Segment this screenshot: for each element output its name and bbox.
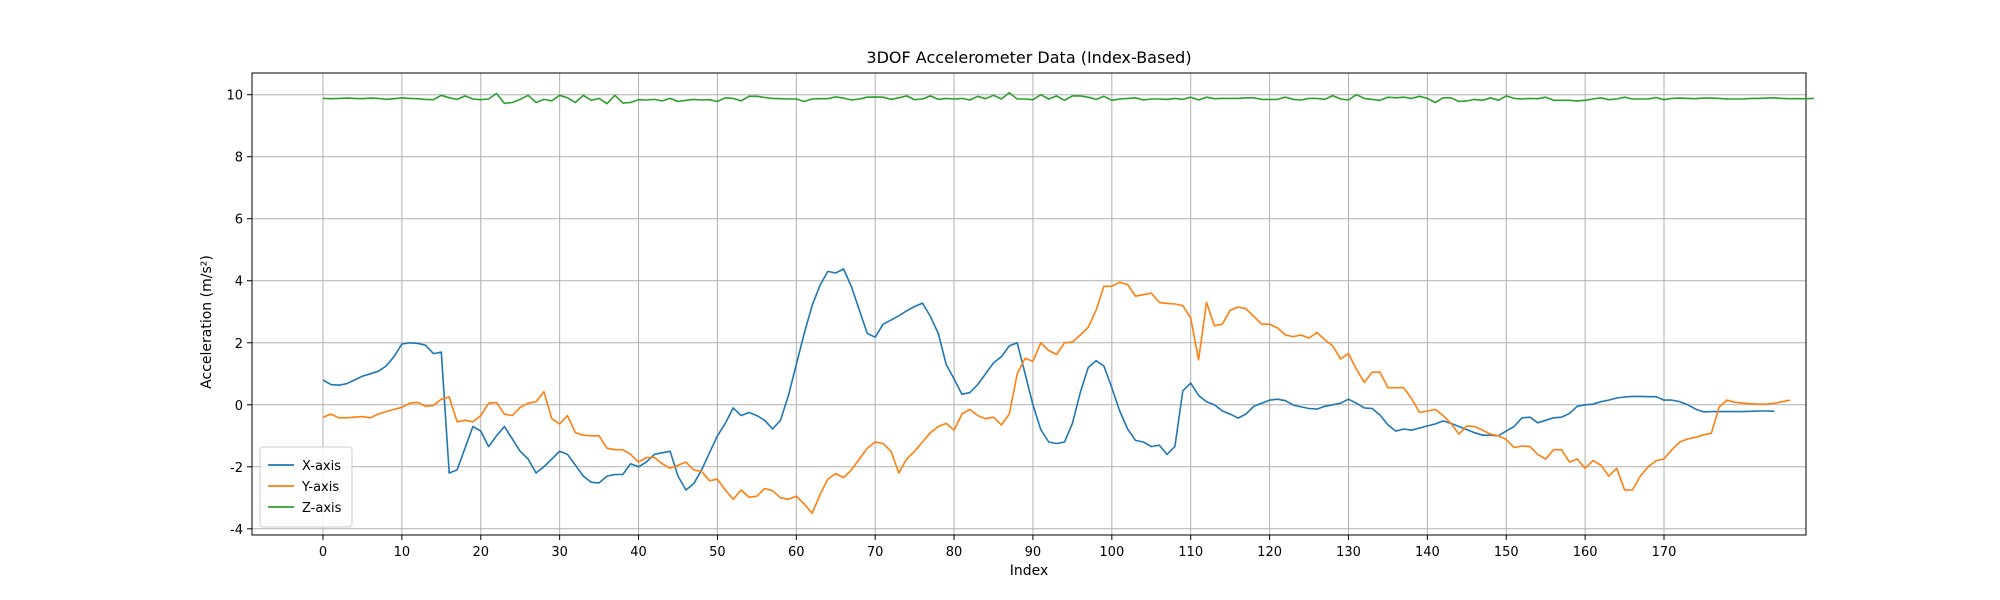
y-tick-labels: -4 -2 0 2 4 6 8 10 <box>226 89 243 538</box>
plot-frame <box>251 72 1807 536</box>
y-tick-label: 0 <box>235 399 243 414</box>
z-axis-line <box>322 92 1814 105</box>
y-tick-label: 6 <box>235 213 243 228</box>
x-axis-label: Index <box>1010 563 1049 579</box>
x-tick-label: 110 <box>1178 545 1203 560</box>
x-tick-label: 30 <box>551 545 568 560</box>
x-tick-label: 100 <box>1099 545 1124 560</box>
chart-title: 3DOF Accelerometer Data (Index-Based) <box>866 48 1191 67</box>
grid-lines <box>252 73 1806 535</box>
y-tick-label: 8 <box>235 151 243 166</box>
y-axis-line <box>322 281 1791 515</box>
x-tick-label: 60 <box>788 545 805 560</box>
x-tick-label: 170 <box>1652 545 1677 560</box>
y-axis-label: Acceleration (m/s²) <box>199 255 215 389</box>
x-tick-label: 50 <box>709 545 726 560</box>
x-tick-label: 90 <box>1025 545 1042 560</box>
x-tick-label: 160 <box>1573 545 1598 560</box>
legend-label: Y-axis <box>301 480 339 495</box>
x-tick-label: 0 <box>319 545 327 560</box>
x-tick-label: 40 <box>630 545 647 560</box>
x-tick-label: 140 <box>1415 545 1440 560</box>
y-tick-label: -2 <box>230 461 243 476</box>
x-tick-label: 80 <box>946 545 963 560</box>
y-tick-label: -4 <box>230 523 243 538</box>
y-tick-label: 10 <box>226 89 243 104</box>
legend-label: Z-axis <box>302 501 342 516</box>
x-tick-label: 150 <box>1494 545 1519 560</box>
x-tick-label: 120 <box>1257 545 1282 560</box>
series-lines <box>322 92 1814 515</box>
x-tick-label: 130 <box>1336 545 1361 560</box>
y-tick-label: 2 <box>235 337 243 352</box>
x-tick-label: 10 <box>394 545 411 560</box>
x-tick-label: 20 <box>472 545 489 560</box>
x-tick-label: 70 <box>867 545 884 560</box>
x-tick-labels: 0 10 20 30 40 50 60 70 80 90 100 110 120 130 140 150 160… <box>319 545 1677 560</box>
legend: X-axis Y-axis Z-axis <box>259 446 353 528</box>
y-tick-label: 4 <box>235 275 243 290</box>
legend-label: X-axis <box>302 459 341 474</box>
x-axis-line <box>322 268 1775 491</box>
axes <box>247 72 1807 540</box>
